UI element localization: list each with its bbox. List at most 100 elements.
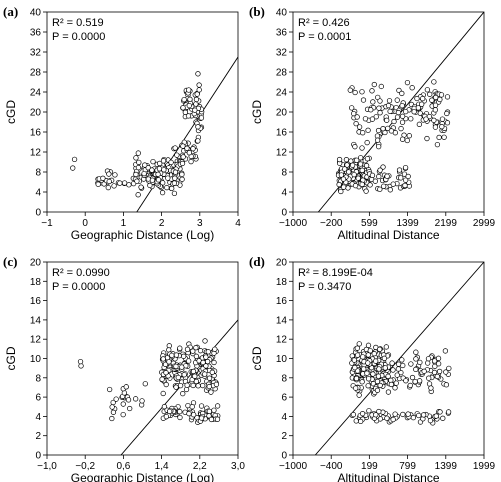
scatter-point (384, 173, 390, 179)
scatter-point (385, 389, 392, 395)
y-tick-label: 0 (281, 451, 287, 462)
scatter-point (402, 164, 409, 171)
scatter-point (433, 413, 439, 419)
scatter-point (402, 177, 409, 183)
scatter-point (387, 187, 393, 193)
scatter-point (403, 378, 409, 384)
x-tick-label: −1 (41, 218, 53, 229)
scatter-point (117, 180, 123, 186)
scatter-point (336, 181, 342, 188)
scatter-point (203, 354, 209, 360)
scatter-point (377, 98, 383, 104)
scatter-point (163, 413, 170, 420)
scatter-point (443, 369, 449, 375)
y-tick-label: 6 (35, 393, 41, 404)
scatter-point (166, 359, 172, 365)
scatter-point (70, 165, 76, 171)
scatter-point (374, 387, 381, 393)
scatter-point (106, 178, 112, 185)
x-tick-label: −200 (320, 218, 343, 229)
scatter-point (369, 116, 376, 122)
scatter-point (372, 178, 379, 184)
scatter-point (413, 356, 419, 362)
scatter-point (432, 102, 439, 108)
scatter-point (416, 412, 422, 419)
scatter-point (365, 127, 371, 133)
scatter-point (172, 169, 179, 175)
stat-annotation: R² = 0.0990 (52, 267, 110, 279)
scatter-point (195, 124, 201, 130)
x-tick-label: 599 (361, 218, 378, 229)
scatter-point (177, 382, 184, 389)
scatter-panel: (b) −1000 −200 599 1399 2199 2999 0 4 8 12 16 20 24 28… (249, 4, 496, 242)
scatter-point (409, 374, 416, 381)
y-tick-label: 36 (276, 28, 288, 39)
scatter-point (180, 143, 186, 149)
scatter-point (105, 184, 111, 191)
scatter-point (209, 369, 215, 375)
scatter-point (413, 366, 419, 373)
scatter-point (198, 403, 205, 409)
scatter-point (161, 167, 167, 173)
scatter-point (338, 172, 345, 178)
scatter-point (180, 390, 186, 397)
scatter-point (377, 416, 384, 422)
y-tick-label: 16 (276, 128, 288, 139)
scatter-point (360, 97, 367, 103)
scatter-point (163, 381, 169, 388)
scatter-point (359, 89, 365, 95)
scatter-point (208, 389, 214, 395)
scatter-point (198, 415, 205, 421)
scatter-point (109, 415, 115, 422)
scatter-point (439, 124, 445, 130)
y-tick-label: 20 (30, 258, 42, 269)
scatter-point (185, 113, 192, 119)
scatter-point (184, 346, 191, 352)
scatter-point (358, 155, 364, 161)
x-tick-label: −1000 (279, 461, 308, 472)
y-tick-label: 8 (35, 168, 41, 179)
scatter-point (189, 404, 195, 410)
scatter-point (181, 353, 187, 359)
scatter-point (401, 171, 408, 177)
scatter-point (175, 374, 181, 381)
scatter-point (399, 119, 406, 125)
y-tick-label: 8 (35, 373, 41, 384)
scatter-point (398, 125, 404, 132)
y-tick-label: 0 (281, 208, 287, 219)
scatter-point (363, 188, 369, 194)
scatter-point (419, 101, 425, 107)
scatter-point (136, 159, 142, 166)
x-axis-label: Geographic Distance (Log) (71, 228, 214, 242)
scatter-point (171, 180, 178, 186)
scatter-point (100, 175, 106, 181)
scatter-point (353, 121, 359, 127)
scatter-point (377, 110, 383, 116)
scatter-point (424, 135, 430, 142)
scatter-point (121, 180, 128, 186)
scatter-point (110, 409, 117, 415)
scatter-point (174, 152, 180, 158)
scatter-point (197, 348, 204, 354)
scatter-point (206, 408, 213, 415)
x-axis-label: Altitudinal Distance (337, 228, 439, 242)
scatter-point (406, 133, 412, 139)
scatter-point (413, 349, 419, 355)
scatter-point (377, 346, 383, 352)
scatter-point (431, 79, 437, 85)
scatter-panel: (a)−1 0 1 2 3 40481216202428323640Geographic … (3, 4, 241, 242)
scatter-point (213, 381, 220, 388)
scatter-point (77, 358, 84, 365)
panel-label: (a) (3, 4, 18, 19)
scatter-point (385, 102, 392, 109)
scatter-point (378, 83, 384, 90)
scatter-point (156, 166, 163, 172)
scatter-point (356, 341, 362, 347)
scatter-point (352, 144, 358, 150)
scatter-point (405, 411, 411, 417)
scatter-point (380, 126, 386, 132)
y-tick-label: 4 (35, 412, 41, 423)
scatter-point (404, 137, 410, 144)
scatter-point (196, 87, 202, 93)
scatter-point (365, 352, 371, 358)
